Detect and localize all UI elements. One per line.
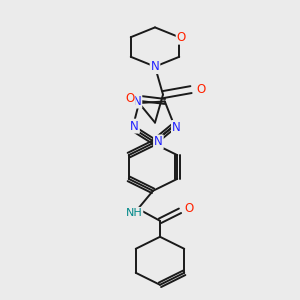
Text: N: N <box>154 136 163 148</box>
Text: N: N <box>172 121 181 134</box>
Text: N: N <box>151 60 159 73</box>
Text: N: N <box>130 120 139 133</box>
Text: N: N <box>133 94 141 107</box>
Text: O: O <box>196 83 206 96</box>
Text: O: O <box>184 202 194 215</box>
Text: NH: NH <box>126 208 142 218</box>
Text: O: O <box>125 92 134 105</box>
Text: O: O <box>177 31 186 44</box>
